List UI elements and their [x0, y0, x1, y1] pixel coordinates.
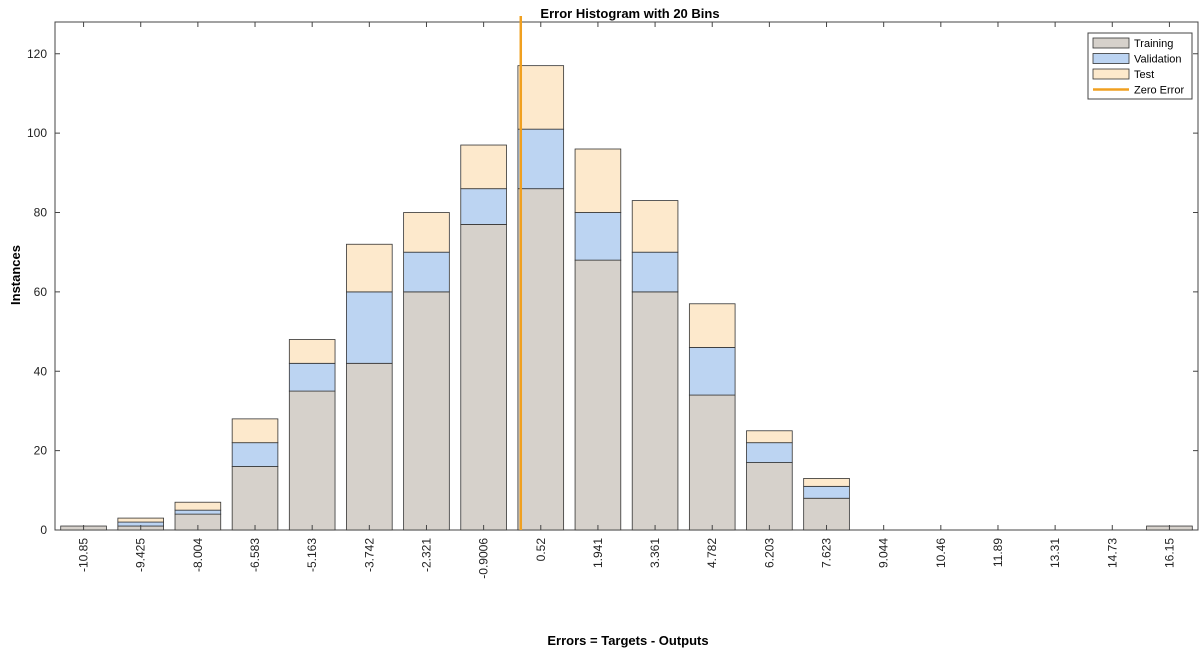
bar-training — [517, 188, 565, 531]
bar-test — [803, 478, 850, 487]
x-tick-label: -5.163 — [305, 538, 319, 572]
legend-swatch-validation — [1092, 53, 1130, 64]
bar-test — [288, 339, 336, 364]
bar-test — [117, 517, 164, 523]
bar-test — [231, 418, 279, 444]
y-tick-label: 0 — [40, 523, 47, 537]
legend-label: Test — [1134, 69, 1154, 81]
bar-validation — [174, 509, 222, 515]
x-tick-label: -0.9006 — [477, 538, 491, 579]
x-tick-label: 11.89 — [991, 538, 1005, 567]
bar-test — [746, 430, 793, 444]
legend-swatch-training — [1092, 37, 1130, 49]
x-tick-label: 4.782 — [705, 538, 719, 568]
bar-validation — [403, 251, 450, 293]
x-tick-label: 13.31 — [1048, 538, 1062, 568]
y-tick-label: 80 — [34, 206, 48, 220]
chart-title: Error Histogram with 20 Bins — [540, 6, 719, 21]
x-tick-label: -6.583 — [248, 538, 262, 572]
bar-training — [231, 466, 279, 531]
x-tick-label: -10.85 — [77, 538, 91, 572]
bar-test — [403, 212, 450, 253]
y-tick-label: 40 — [34, 364, 48, 378]
bar-training — [460, 224, 507, 531]
bar-validation — [231, 442, 279, 467]
legend-label: Training — [1134, 38, 1173, 50]
bar-test — [174, 501, 222, 511]
x-tick-label: 6.203 — [762, 538, 776, 568]
bar-validation — [574, 212, 622, 261]
bar-training — [574, 259, 622, 531]
bar-validation — [346, 291, 393, 364]
bar-validation — [517, 128, 565, 190]
bar-training — [403, 291, 450, 531]
x-tick-label: 3.361 — [648, 538, 662, 568]
axes-box — [54, 21, 1199, 531]
x-tick-label: 0.52 — [534, 538, 548, 562]
x-tick-label: 10.46 — [934, 538, 948, 568]
y-tick-label: 60 — [34, 285, 48, 299]
bar-test — [346, 243, 393, 293]
bar-test — [517, 65, 565, 130]
x-tick-label: -9.425 — [134, 538, 148, 572]
bar-test — [460, 144, 507, 190]
y-tick-label: 120 — [27, 47, 47, 61]
bar-test — [688, 303, 736, 348]
plot-area: 0 20 40 60 80 100 120 -10.85 -9.425 -8.004 -6.583 -… — [27, 16, 1199, 579]
x-tick-label: 16.15 — [1162, 538, 1176, 568]
y-axis-title: Instances — [8, 245, 23, 305]
bar-validation — [460, 188, 507, 225]
bar-training — [288, 390, 336, 531]
legend: Training Validation Test Zero Error — [1087, 32, 1193, 100]
bar-validation — [803, 485, 850, 499]
bar-validation — [746, 442, 793, 463]
bar-validation — [688, 347, 736, 396]
x-tick-label: -2.321 — [419, 538, 433, 572]
bar-training — [346, 362, 393, 531]
x-tick-label: 14.73 — [1105, 538, 1119, 568]
legend-label: Validation — [1134, 54, 1182, 66]
x-tick-label: 7.623 — [820, 538, 834, 568]
x-tick-label: -3.742 — [362, 538, 376, 572]
x-tick-label: 9.044 — [877, 538, 891, 568]
bar-training — [746, 462, 793, 531]
legend-swatch-test — [1092, 68, 1130, 80]
x-axis-title: Errors = Targets - Outputs — [547, 633, 708, 648]
bar-test — [574, 148, 622, 213]
x-tick-label: 1.941 — [591, 538, 605, 568]
bar-test — [631, 200, 679, 253]
legend-label: Zero Error — [1134, 85, 1184, 97]
bar-training — [688, 394, 736, 531]
x-tick-label: -8.004 — [191, 538, 205, 572]
bar-validation — [631, 251, 679, 293]
y-tick-label: 20 — [34, 444, 48, 458]
bar-validation — [288, 362, 336, 392]
y-tick-label: 100 — [27, 126, 47, 140]
bar-training — [631, 291, 679, 531]
